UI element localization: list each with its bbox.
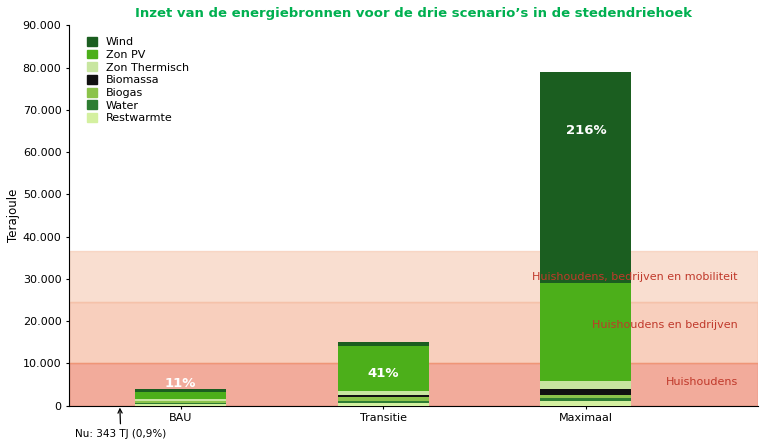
Title: Inzet van de energiebronnen voor de drie scenario’s in de stedendriehoek: Inzet van de energiebronnen voor de drie… — [135, 7, 692, 20]
Bar — [135, 392, 226, 399]
Y-axis label: Terajoule: Terajoule — [7, 189, 20, 242]
Legend: Wind, Zon PV, Zon Thermisch, Biomassa, Biogas, Water, Restwarmte: Wind, Zon PV, Zon Thermisch, Biomassa, B… — [85, 35, 191, 126]
Bar — [337, 397, 428, 400]
Bar — [337, 346, 428, 391]
Text: Nu: 343 TJ (0,9%): Nu: 343 TJ (0,9%) — [75, 409, 167, 439]
Text: 216%: 216% — [565, 124, 606, 137]
Text: 11%: 11% — [165, 377, 197, 390]
Bar — [540, 396, 631, 398]
Text: 41%: 41% — [367, 367, 399, 381]
Bar — [337, 391, 428, 395]
Bar — [337, 342, 428, 346]
Text: Huishoudens, bedrijven en mobiliteit: Huishoudens, bedrijven en mobiliteit — [532, 272, 737, 282]
Bar — [135, 403, 226, 404]
Bar — [135, 400, 226, 401]
Bar — [69, 362, 758, 406]
Bar — [540, 398, 631, 400]
Bar — [69, 302, 758, 362]
Bar — [135, 404, 226, 406]
Bar — [540, 389, 631, 396]
Bar — [337, 395, 428, 397]
Bar — [540, 400, 631, 406]
Bar — [135, 399, 226, 400]
Bar — [69, 251, 758, 302]
Bar — [135, 401, 226, 403]
Text: Huishoudens en bedrijven: Huishoudens en bedrijven — [592, 320, 737, 330]
Bar — [337, 400, 428, 403]
Bar — [540, 381, 631, 389]
Bar — [337, 403, 428, 406]
Text: Huishoudens: Huishoudens — [666, 377, 737, 387]
Bar — [540, 283, 631, 381]
Bar — [540, 72, 631, 283]
Bar — [135, 389, 226, 392]
